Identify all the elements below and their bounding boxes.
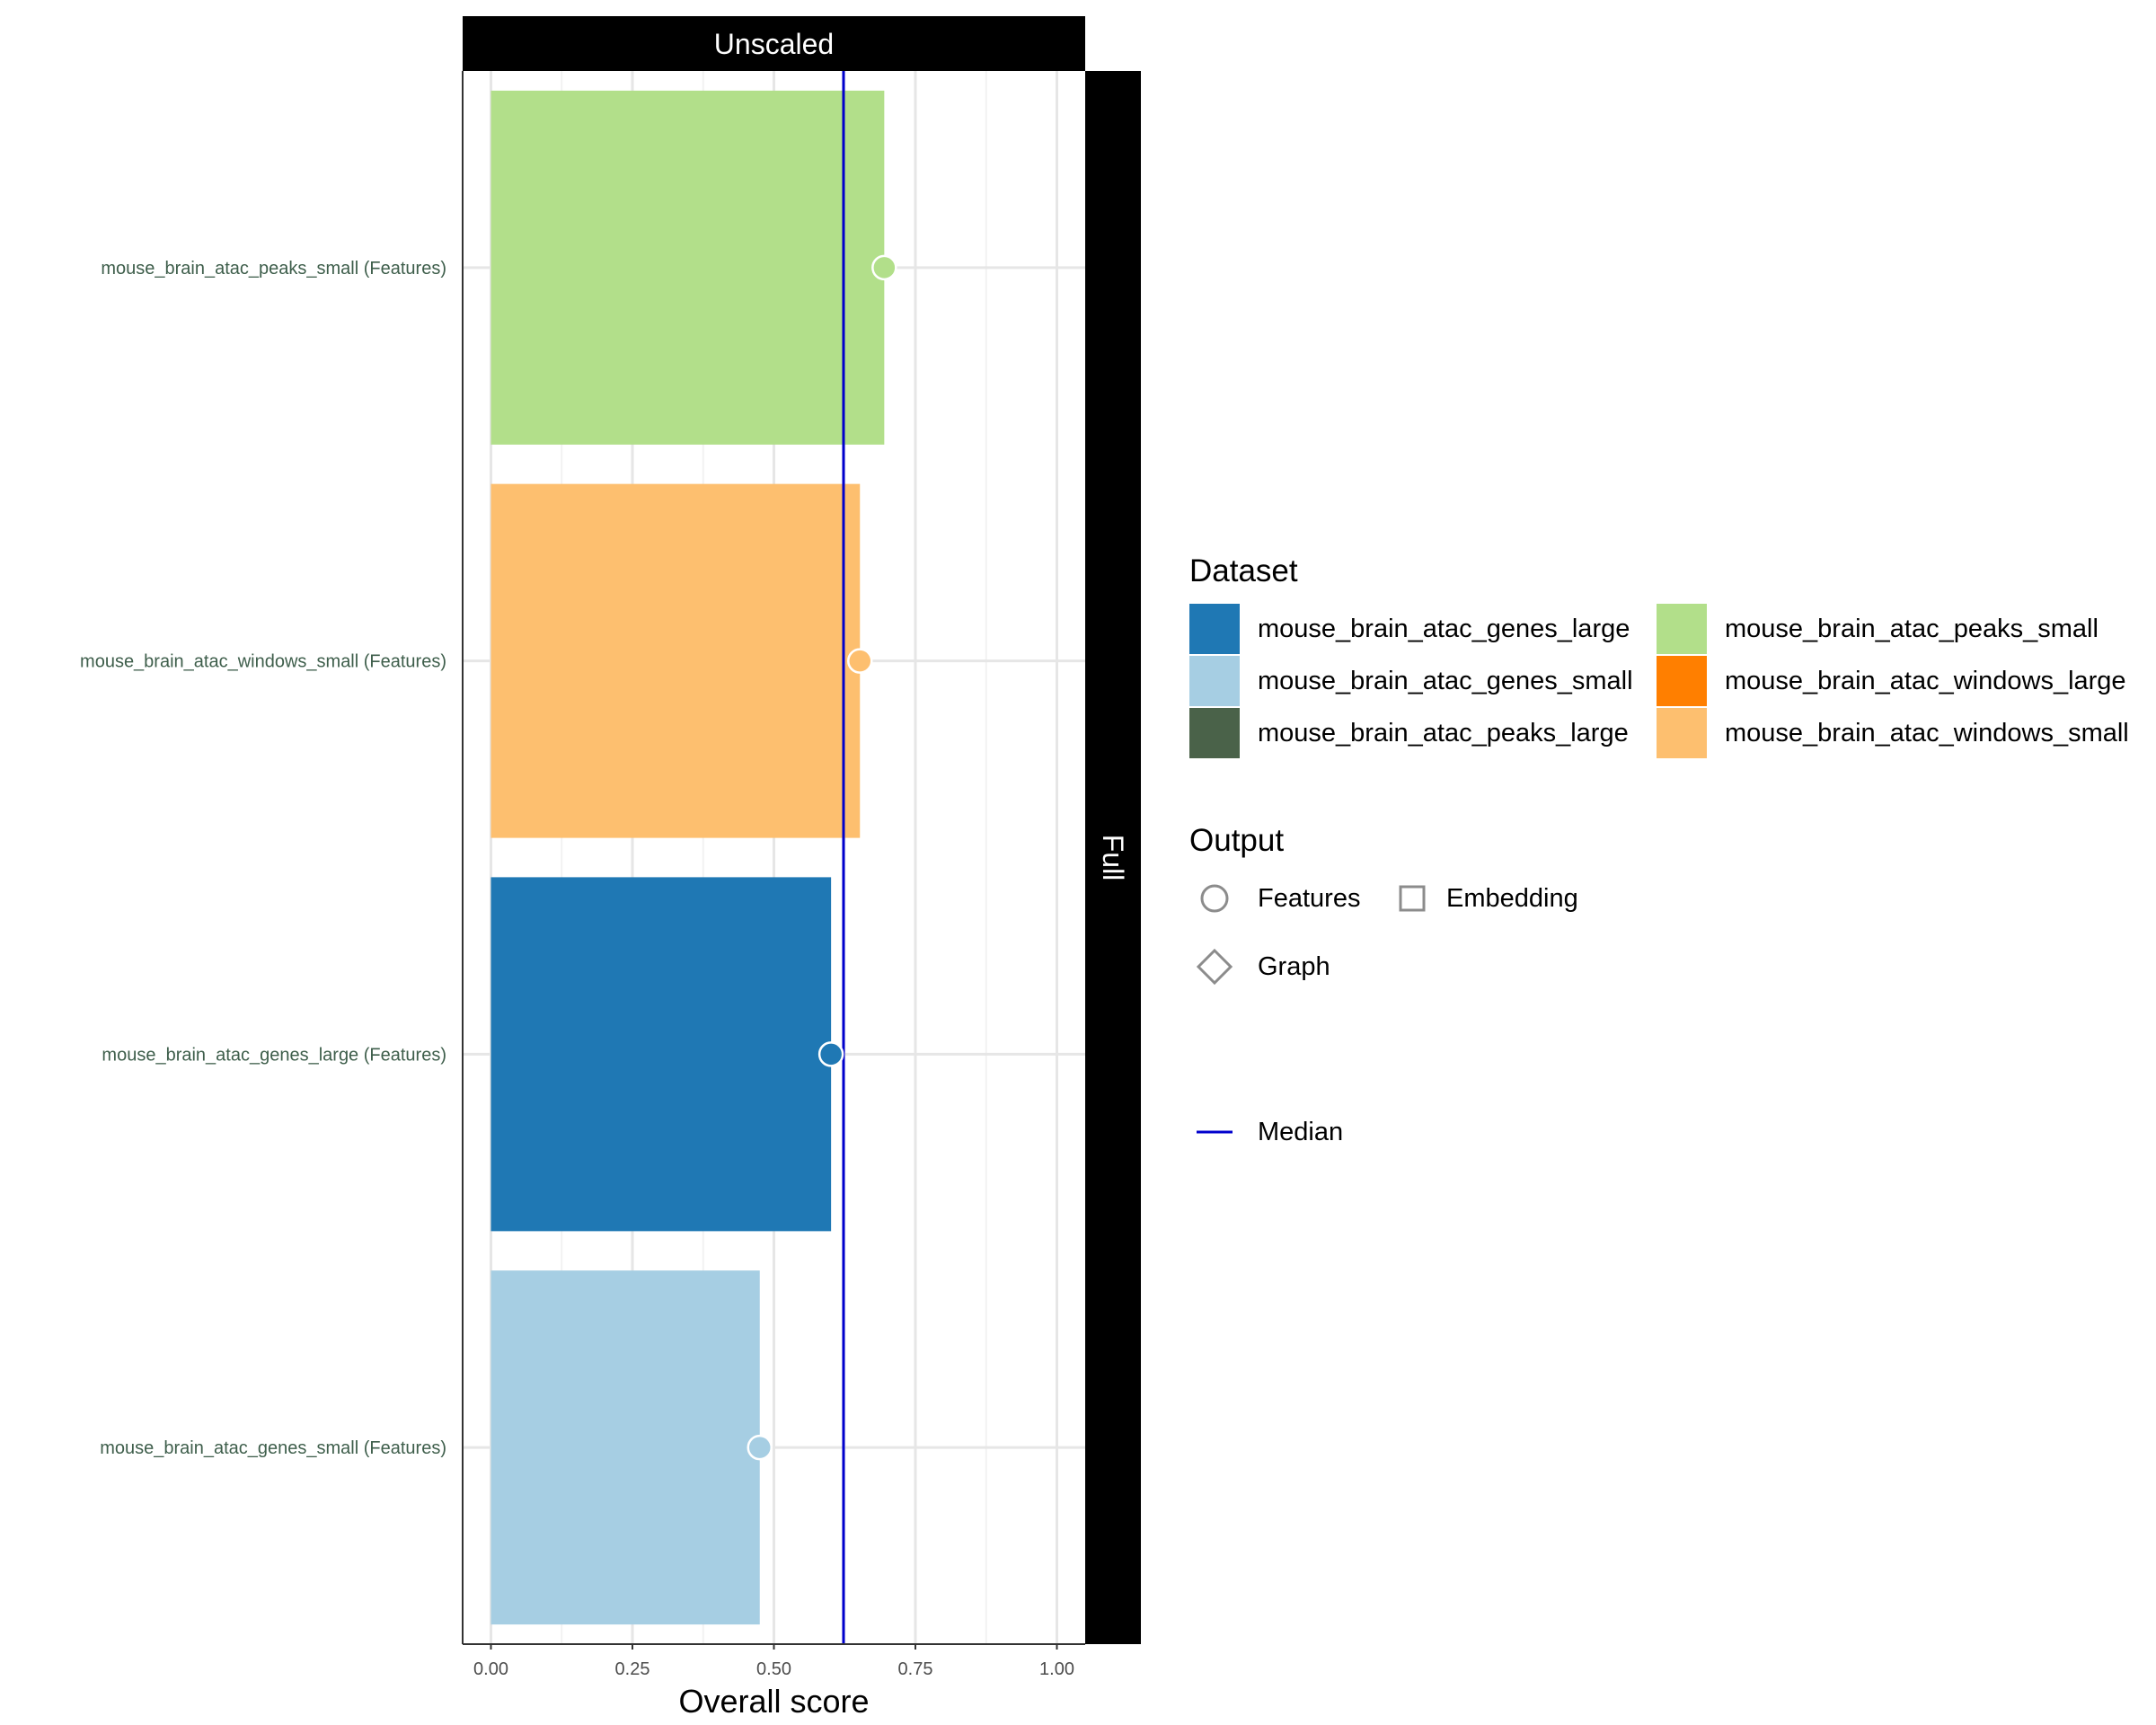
x-tick-label: 0.25 [615, 1659, 650, 1679]
legend-label-graph: Graph [1258, 952, 1330, 981]
median-line-icon [1189, 1107, 1240, 1157]
bar [490, 90, 885, 445]
legend-label-windows-small: mouse_brain_atac_windows_small [1725, 719, 2129, 748]
chart-canvas: Unscaled Full mouse_brain_atac_peaks_sma… [80, 16, 1141, 1720]
x-tick-label: 0.00 [473, 1659, 508, 1679]
legend-label-features: Features [1258, 884, 1361, 913]
square-shape-icon [1387, 873, 1437, 924]
legend-label-genes-small: mouse_brain_atac_genes_small [1258, 667, 1633, 695]
y-tick-labels: mouse_brain_atac_peaks_small (Features) m… [80, 259, 446, 1458]
bar [490, 1270, 760, 1625]
legend-label-genes-large: mouse_brain_atac_genes_large [1258, 615, 1630, 643]
score-point [871, 254, 897, 281]
y-tick-label: mouse_brain_atac_peaks_small (Features) [101, 259, 446, 279]
legend-label-median: Median [1258, 1118, 1344, 1146]
x-tick-label: 1.00 [1039, 1659, 1074, 1679]
plot-panel [462, 71, 1085, 1645]
legend-key-peaks-large [1189, 708, 1240, 758]
circle-shape-icon [1189, 873, 1240, 924]
diamond-shape-icon [1189, 942, 1240, 992]
legend-key-genes-large [1189, 604, 1240, 654]
legend-key-peaks-small [1657, 604, 1707, 654]
score-point [747, 1434, 773, 1461]
legend-label-embedding: Embedding [1446, 884, 1578, 913]
y-tick-label: mouse_brain_atac_genes_small (Features) [100, 1438, 446, 1458]
facet-strip-top-label: Unscaled [714, 28, 834, 60]
facet-strip-right [1085, 71, 1141, 1644]
score-point [847, 648, 873, 674]
bar [490, 877, 832, 1232]
legend-dataset-title: Dataset [1189, 553, 1298, 588]
x-tick-labels: 0.00 0.25 0.50 0.75 1.00 [473, 1644, 1074, 1679]
y-tick-label: mouse_brain_atac_genes_large (Features) [102, 1045, 446, 1065]
legend-key-windows-large [1657, 656, 1707, 706]
legend-label-peaks-large: mouse_brain_atac_peaks_large [1258, 719, 1629, 748]
facet-strip-right-label: Full [1097, 835, 1129, 881]
legend-area: Dataset mouse_brain_atac_genes_large mou… [1186, 0, 2138, 1725]
bar [490, 483, 861, 838]
legend-key-windows-small [1657, 708, 1707, 758]
x-axis-label: Overall score [678, 1683, 869, 1720]
x-tick-label: 0.75 [898, 1659, 933, 1679]
x-tick-label: 0.50 [756, 1659, 791, 1679]
y-tick-label: mouse_brain_atac_windows_small (Features… [80, 652, 446, 672]
legend-output-title: Output [1189, 823, 1285, 858]
facet-strip-top [463, 16, 1085, 71]
legend-label-peaks-small: mouse_brain_atac_peaks_small [1725, 615, 2099, 643]
legend-key-genes-small [1189, 656, 1240, 706]
score-point [817, 1041, 844, 1067]
legend-label-windows-large: mouse_brain_atac_windows_large [1725, 667, 2126, 695]
